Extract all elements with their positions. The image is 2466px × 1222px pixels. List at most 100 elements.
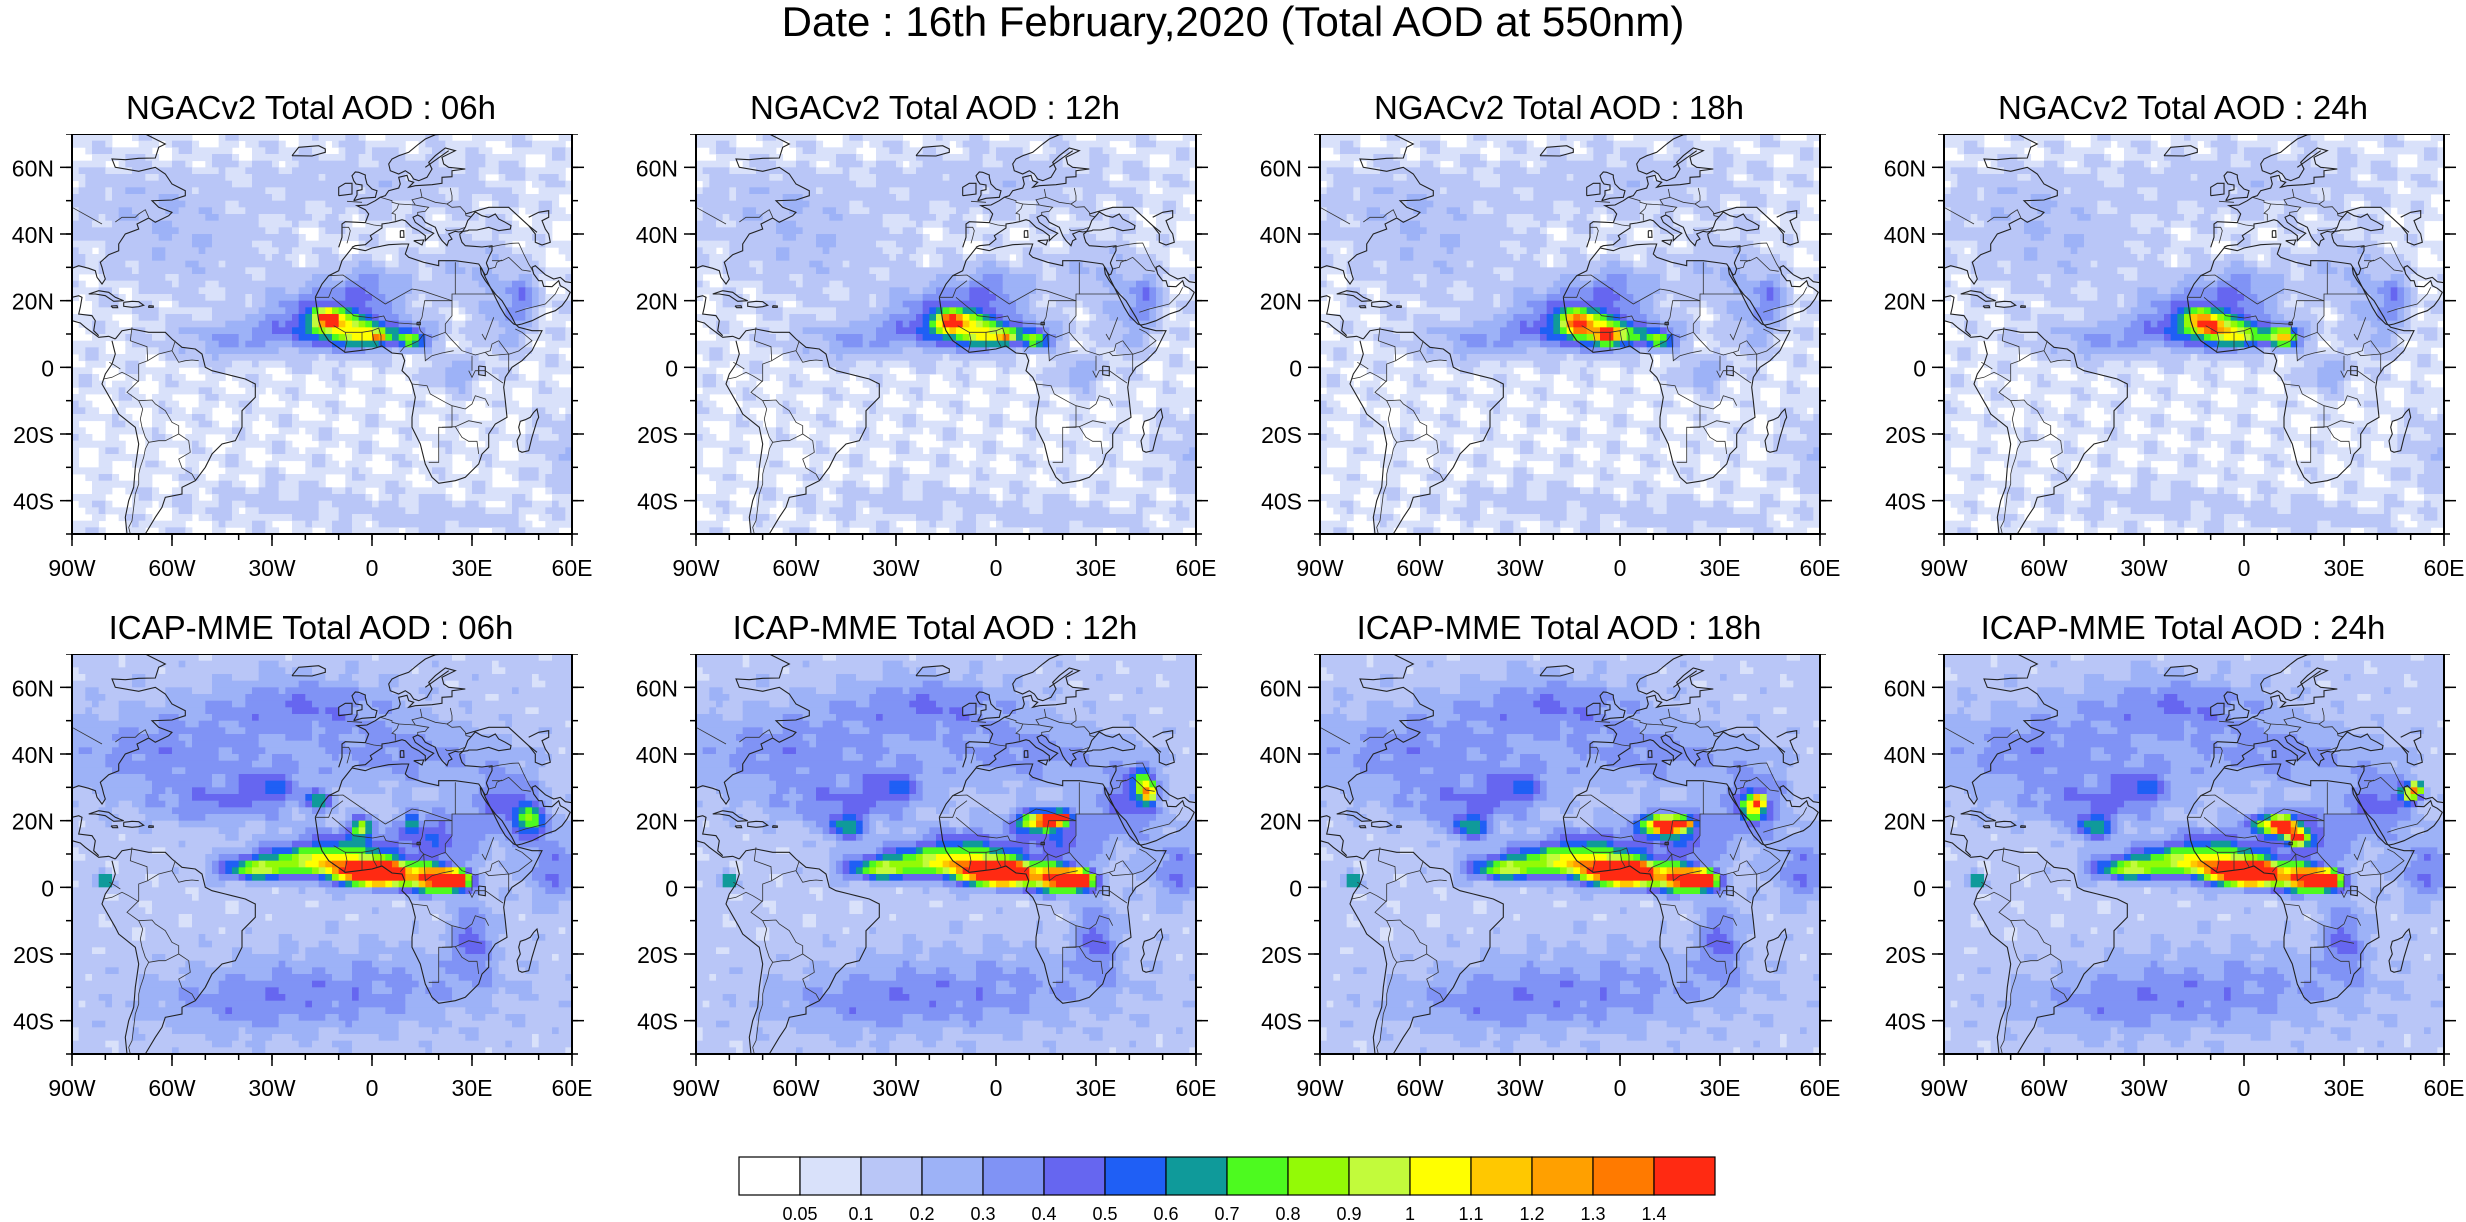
aod-map: 60N 40N 20N 0 20S 40S 90W 60W 30W 0 30E 60E: [1884, 134, 2464, 581]
colorbar-swatch: [1287, 1156, 1350, 1196]
lat-tick-label: 20S: [1261, 422, 1302, 448]
lat-tick-label: 60N: [636, 155, 678, 181]
lon-tick-label: 0: [366, 1075, 379, 1101]
colorbar-swatch: [1104, 1156, 1167, 1196]
colorbar-swatch: [921, 1156, 984, 1196]
panel-title: ICAP-MME Total AOD : 12h: [732, 609, 1138, 646]
lat-tick-label: 40N: [1884, 222, 1926, 248]
lon-tick-label: 60W: [1396, 1075, 1444, 1101]
lat-tick-label: 20N: [636, 289, 678, 315]
colorbar-label: 0.3: [970, 1204, 995, 1222]
lon-tick-label: 0: [990, 1075, 1003, 1101]
axis-ticks: [60, 134, 584, 546]
lon-tick-label: 60E: [552, 1075, 593, 1101]
colorbar-label: 1: [1405, 1204, 1415, 1222]
axis-ticks: [1308, 134, 1832, 546]
lon-tick-label: 60E: [1176, 555, 1217, 581]
lon-tick-label: 30W: [872, 555, 920, 581]
lat-tick-label: 20S: [13, 942, 54, 968]
lat-tick-label: 40N: [1260, 742, 1302, 768]
colorbar-label: 1.2: [1519, 1204, 1544, 1222]
lon-tick-label: 60E: [1800, 555, 1841, 581]
lat-tick-label: 20N: [12, 289, 54, 315]
colorbar-swatch: [1592, 1156, 1655, 1196]
lat-tick-label: 20N: [1260, 289, 1302, 315]
lon-tick-label: 60W: [772, 1075, 820, 1101]
lon-tick-label: 90W: [1920, 1075, 1968, 1101]
lat-tick-label: 20S: [637, 942, 678, 968]
aod-map: 60N 40N 20N 0 20S 40S 90W 60W 30W 0 30E 60E: [12, 654, 593, 1101]
lat-tick-label: 20S: [1885, 422, 1926, 448]
lat-tick-label: 20N: [1884, 289, 1926, 315]
colorbar-swatch: [799, 1156, 862, 1196]
lat-tick-label: 40N: [636, 222, 678, 248]
lat-tick-label: 40S: [1261, 489, 1302, 515]
lon-tick-label: 60E: [1176, 1075, 1217, 1101]
lat-tick-label: 60N: [1884, 155, 1926, 181]
panel-title: NGACv2 Total AOD : 24h: [1998, 89, 2368, 126]
country-borders: [695, 187, 1184, 535]
map-panel: ICAP-MME Total AOD : 12h 60N 40N 20N 0 20S 40S…: [624, 609, 1246, 1102]
lon-tick-label: 90W: [1296, 555, 1344, 581]
aod-map: 60N 40N 20N 0 20S 40S 90W 60W 30W 0 30E 60E: [12, 134, 592, 581]
colorbar-label: 0.05: [782, 1204, 817, 1222]
lon-tick-label: 30E: [1076, 555, 1117, 581]
lon-tick-label: 30E: [2324, 1075, 2365, 1101]
axis-ticks: [1932, 134, 2456, 546]
lon-tick-label: 30W: [2120, 555, 2168, 581]
lat-tick-label: 0: [665, 355, 678, 381]
lon-tick-label: 30E: [1076, 1075, 1117, 1101]
lon-tick-label: 60W: [148, 555, 196, 581]
lon-tick-label: 30E: [1700, 1075, 1741, 1101]
colorbar-label: 0.8: [1275, 1204, 1300, 1222]
lat-tick-label: 20N: [636, 809, 678, 835]
colorbar-label: 0.9: [1336, 1204, 1361, 1222]
map-panel: ICAP-MME Total AOD : 24h 60N 40N 20N 0 20S 40S…: [1872, 610, 2466, 1102]
map-panel: NGACv2 Total AOD : 18h 60N 40N 20N 0 20S 40S 90…: [1248, 90, 1870, 582]
lon-tick-label: 90W: [1920, 555, 1968, 581]
coastlines: [695, 134, 1197, 535]
aod-map: 60N 40N 20N 0 20S 40S 90W 60W 30W 0 30E 60E: [1260, 654, 1840, 1101]
colorbar-label: 0.1: [848, 1204, 873, 1222]
colorbar-swatch: [1409, 1156, 1472, 1196]
panel-title: ICAP-MME Total AOD : 18h: [1356, 609, 1762, 646]
lat-tick-label: 40S: [1885, 489, 1926, 515]
lat-tick-label: 40N: [1884, 742, 1926, 768]
lat-tick-label: 40S: [13, 1009, 54, 1035]
colorbar-label: 0.2: [909, 1204, 934, 1222]
map-panel: ICAP-MME Total AOD : 06h 60N 40N 20N 0 20S 40S…: [0, 610, 622, 1102]
lat-tick-label: 0: [41, 355, 54, 381]
lat-tick-label: 60N: [1260, 155, 1302, 181]
colorbar-label: 0.7: [1214, 1204, 1239, 1222]
axis-ticks: [1932, 654, 2456, 1066]
lat-tick-label: 40S: [637, 489, 678, 515]
map-panel: ICAP-MME Total AOD : 18h 60N 40N 20N 0 20S 40S…: [1248, 609, 1870, 1102]
lon-tick-label: 90W: [48, 1075, 96, 1101]
lon-tick-label: 0: [1614, 555, 1627, 581]
lon-tick-label: 30W: [872, 1075, 920, 1101]
lon-tick-label: 30W: [2120, 1075, 2168, 1101]
coastlines: [71, 134, 573, 535]
lon-tick-label: 0: [366, 555, 379, 581]
aod-field: [1320, 134, 1821, 535]
lat-tick-label: 40N: [12, 222, 54, 248]
aod-field: [1944, 134, 2445, 535]
colorbar-label: 0.6: [1153, 1204, 1178, 1222]
lon-tick-label: 90W: [672, 1075, 720, 1101]
aod-field: [72, 654, 573, 1055]
map-panel: NGACv2 Total AOD : 24h 60N 40N 20N 0 20S 40S 90…: [1872, 89, 2466, 582]
lat-tick-label: 20S: [1261, 942, 1302, 968]
lon-tick-label: 0: [2238, 555, 2251, 581]
lat-tick-label: 0: [665, 875, 678, 901]
colorbar: 0.05 0.1 0.2 0.3 0.4 0.5 0.6 0.7 0.8 0.9 1 1.1 1.2 1.…: [738, 1156, 1716, 1222]
axis-ticks: [684, 134, 1208, 546]
colorbar-label: 1.4: [1641, 1204, 1666, 1222]
lon-tick-label: 30W: [248, 1075, 296, 1101]
lon-tick-label: 60W: [148, 1075, 196, 1101]
colorbar-label: 0.4: [1031, 1204, 1056, 1222]
lat-tick-label: 40S: [637, 1009, 678, 1035]
coastlines: [1319, 654, 1821, 1055]
lon-tick-label: 60W: [772, 555, 820, 581]
aod-field: [696, 134, 1197, 535]
colorbar-label: 1.3: [1580, 1204, 1605, 1222]
